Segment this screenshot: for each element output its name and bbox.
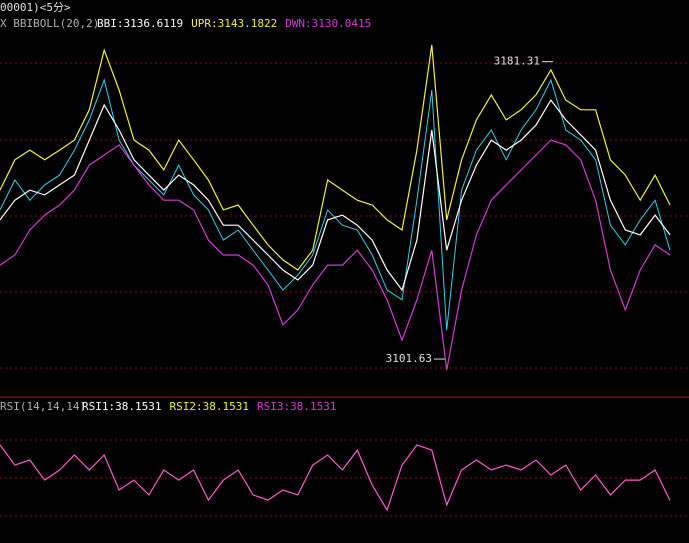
- series-line: [0, 139, 671, 371]
- annotation: 3181.31: [494, 55, 540, 68]
- chart-title: 00001)<5分>: [0, 1, 71, 14]
- series-line: [0, 44, 671, 271]
- series-line: [0, 99, 671, 292]
- legend-entry: UPR:3143.1822: [191, 17, 277, 30]
- legend-entry: RSI1:38.1531: [82, 400, 161, 413]
- grid: [0, 62, 689, 517]
- legend-entry: RSI2:38.1531: [169, 400, 248, 413]
- indicator-label: X BBIBOLL(20,2): [0, 17, 99, 30]
- legend-entry: BBI:3136.6119: [97, 17, 183, 30]
- legend-entry: DWN:3130.0415: [285, 17, 371, 30]
- indicator-label: RSI(14,14,14): [0, 400, 86, 413]
- legend-entry: RSI3:38.1531: [257, 400, 336, 413]
- series-line: [0, 78, 671, 331]
- series-line: [0, 444, 671, 512]
- annotation: 3101.63: [386, 352, 432, 365]
